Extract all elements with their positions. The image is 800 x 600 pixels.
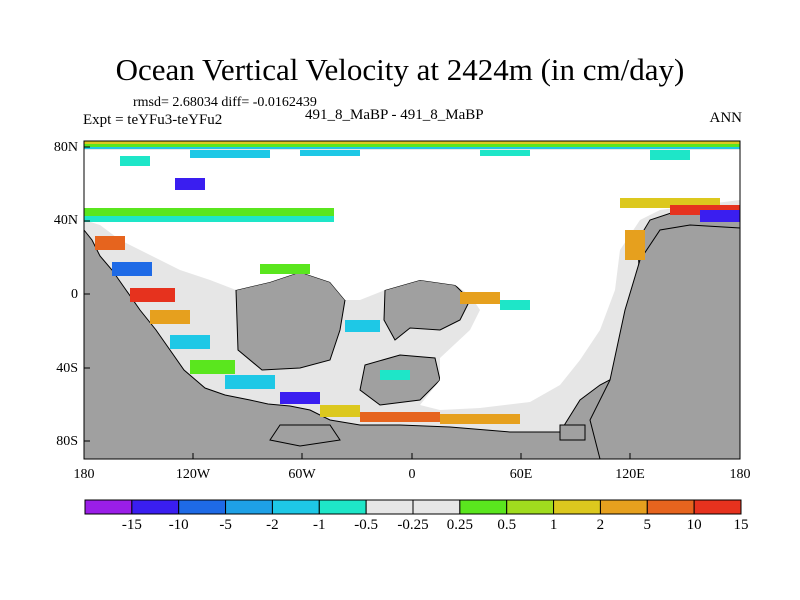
colorbar-label: -15 (121, 517, 142, 533)
anomaly-cell (380, 370, 410, 380)
lon-label: 60W (288, 467, 316, 482)
colorbar-label: 10 (686, 517, 702, 533)
colorbar-label: -10 (168, 517, 189, 533)
arctic-band-green (84, 144, 740, 147)
colorbar-label: 5 (643, 517, 652, 533)
arctic-band-yellow (84, 141, 740, 144)
anomaly-cell (320, 405, 360, 417)
colorbar-box (553, 499, 601, 515)
anomaly-cell (460, 292, 500, 304)
lat-label: 80N (53, 140, 78, 155)
anomaly-cell (130, 288, 175, 302)
colorbar-box (365, 499, 414, 515)
colorbar-box (178, 499, 227, 515)
anomaly-cell (84, 208, 334, 216)
anomaly-cell (260, 264, 310, 274)
lat-label: 0 (71, 287, 78, 302)
lat-label: 40S (56, 361, 78, 376)
colorbar-box (318, 499, 367, 515)
anomaly-cell (500, 300, 530, 310)
colorbar-label: 0.25 (446, 517, 474, 533)
anomaly-cell (650, 150, 690, 160)
anomaly-cell (120, 156, 150, 166)
colorbar-label: -0.25 (397, 517, 429, 533)
colorbar-box (506, 499, 555, 515)
anomaly-cell (190, 360, 235, 374)
experiment-label: Expt = teYFu3-teYFu2 (83, 112, 223, 128)
anomaly-cell (345, 320, 380, 332)
colorbar-label: -2 (266, 517, 279, 533)
colorbar-label: -1 (313, 517, 326, 533)
land-small-east-2 (559, 424, 586, 441)
colorbar-box (271, 499, 320, 515)
anomaly-cell (225, 375, 275, 389)
anomaly-cell (175, 178, 205, 190)
colorbar-box (459, 499, 508, 515)
anomaly-cell (95, 236, 125, 250)
colorbar-box (693, 499, 742, 515)
anomaly-cell (620, 198, 720, 208)
lon-label: 180 (729, 467, 751, 482)
colorbar-label: 1 (549, 517, 558, 533)
lon-label: 60E (509, 467, 533, 482)
season-label: ANN (709, 110, 743, 126)
stats-text: rmsd= 2.68034 diff= -0.0162439 (133, 95, 317, 110)
colorbar-box (646, 499, 695, 515)
lon-label: 120W (175, 467, 211, 482)
plot-title: Ocean Vertical Velocity at 2424m (in cm/… (115, 52, 685, 87)
anomaly-cell (170, 335, 210, 349)
anomaly-cell (480, 150, 530, 156)
anomaly-cells (84, 150, 740, 424)
colorbar-label: 0.5 (497, 517, 517, 533)
colorbar-box (131, 499, 180, 515)
colorbar (84, 499, 742, 515)
anomaly-cell (300, 150, 360, 156)
anomaly-cell (700, 210, 740, 222)
colorbar-label: 2 (596, 517, 605, 533)
colorbar-box (412, 499, 461, 515)
lat-label: 80S (56, 434, 78, 449)
anomaly-cell (280, 392, 320, 404)
lon-label: 120E (615, 467, 645, 482)
anomaly-cell (190, 150, 270, 158)
colorbar-label: -5 (219, 517, 232, 533)
anomaly-cell (625, 230, 645, 260)
land-central-continent (235, 271, 346, 371)
colorbar-label: 15 (733, 517, 749, 533)
ocean-north-white (84, 182, 740, 410)
arctic-band-cyan (84, 147, 740, 149)
lat-label: 40N (53, 213, 78, 228)
colorbar-label: -0.5 (354, 517, 378, 533)
anomaly-cell (440, 414, 520, 424)
anomaly-cell (112, 262, 152, 276)
anomaly-cell (360, 412, 440, 422)
lon-label: 180 (73, 467, 95, 482)
anomaly-cell (150, 310, 190, 324)
anomaly-cell (84, 216, 334, 222)
map-white-north (84, 150, 740, 182)
case-label: 491_8_MaBP - 491_8_MaBP (305, 107, 484, 123)
lon-label: 0 (408, 467, 416, 482)
land-south-strip (269, 424, 341, 447)
colorbar-box (84, 499, 133, 515)
colorbar-box (599, 499, 648, 515)
colorbar-box (225, 499, 273, 515)
